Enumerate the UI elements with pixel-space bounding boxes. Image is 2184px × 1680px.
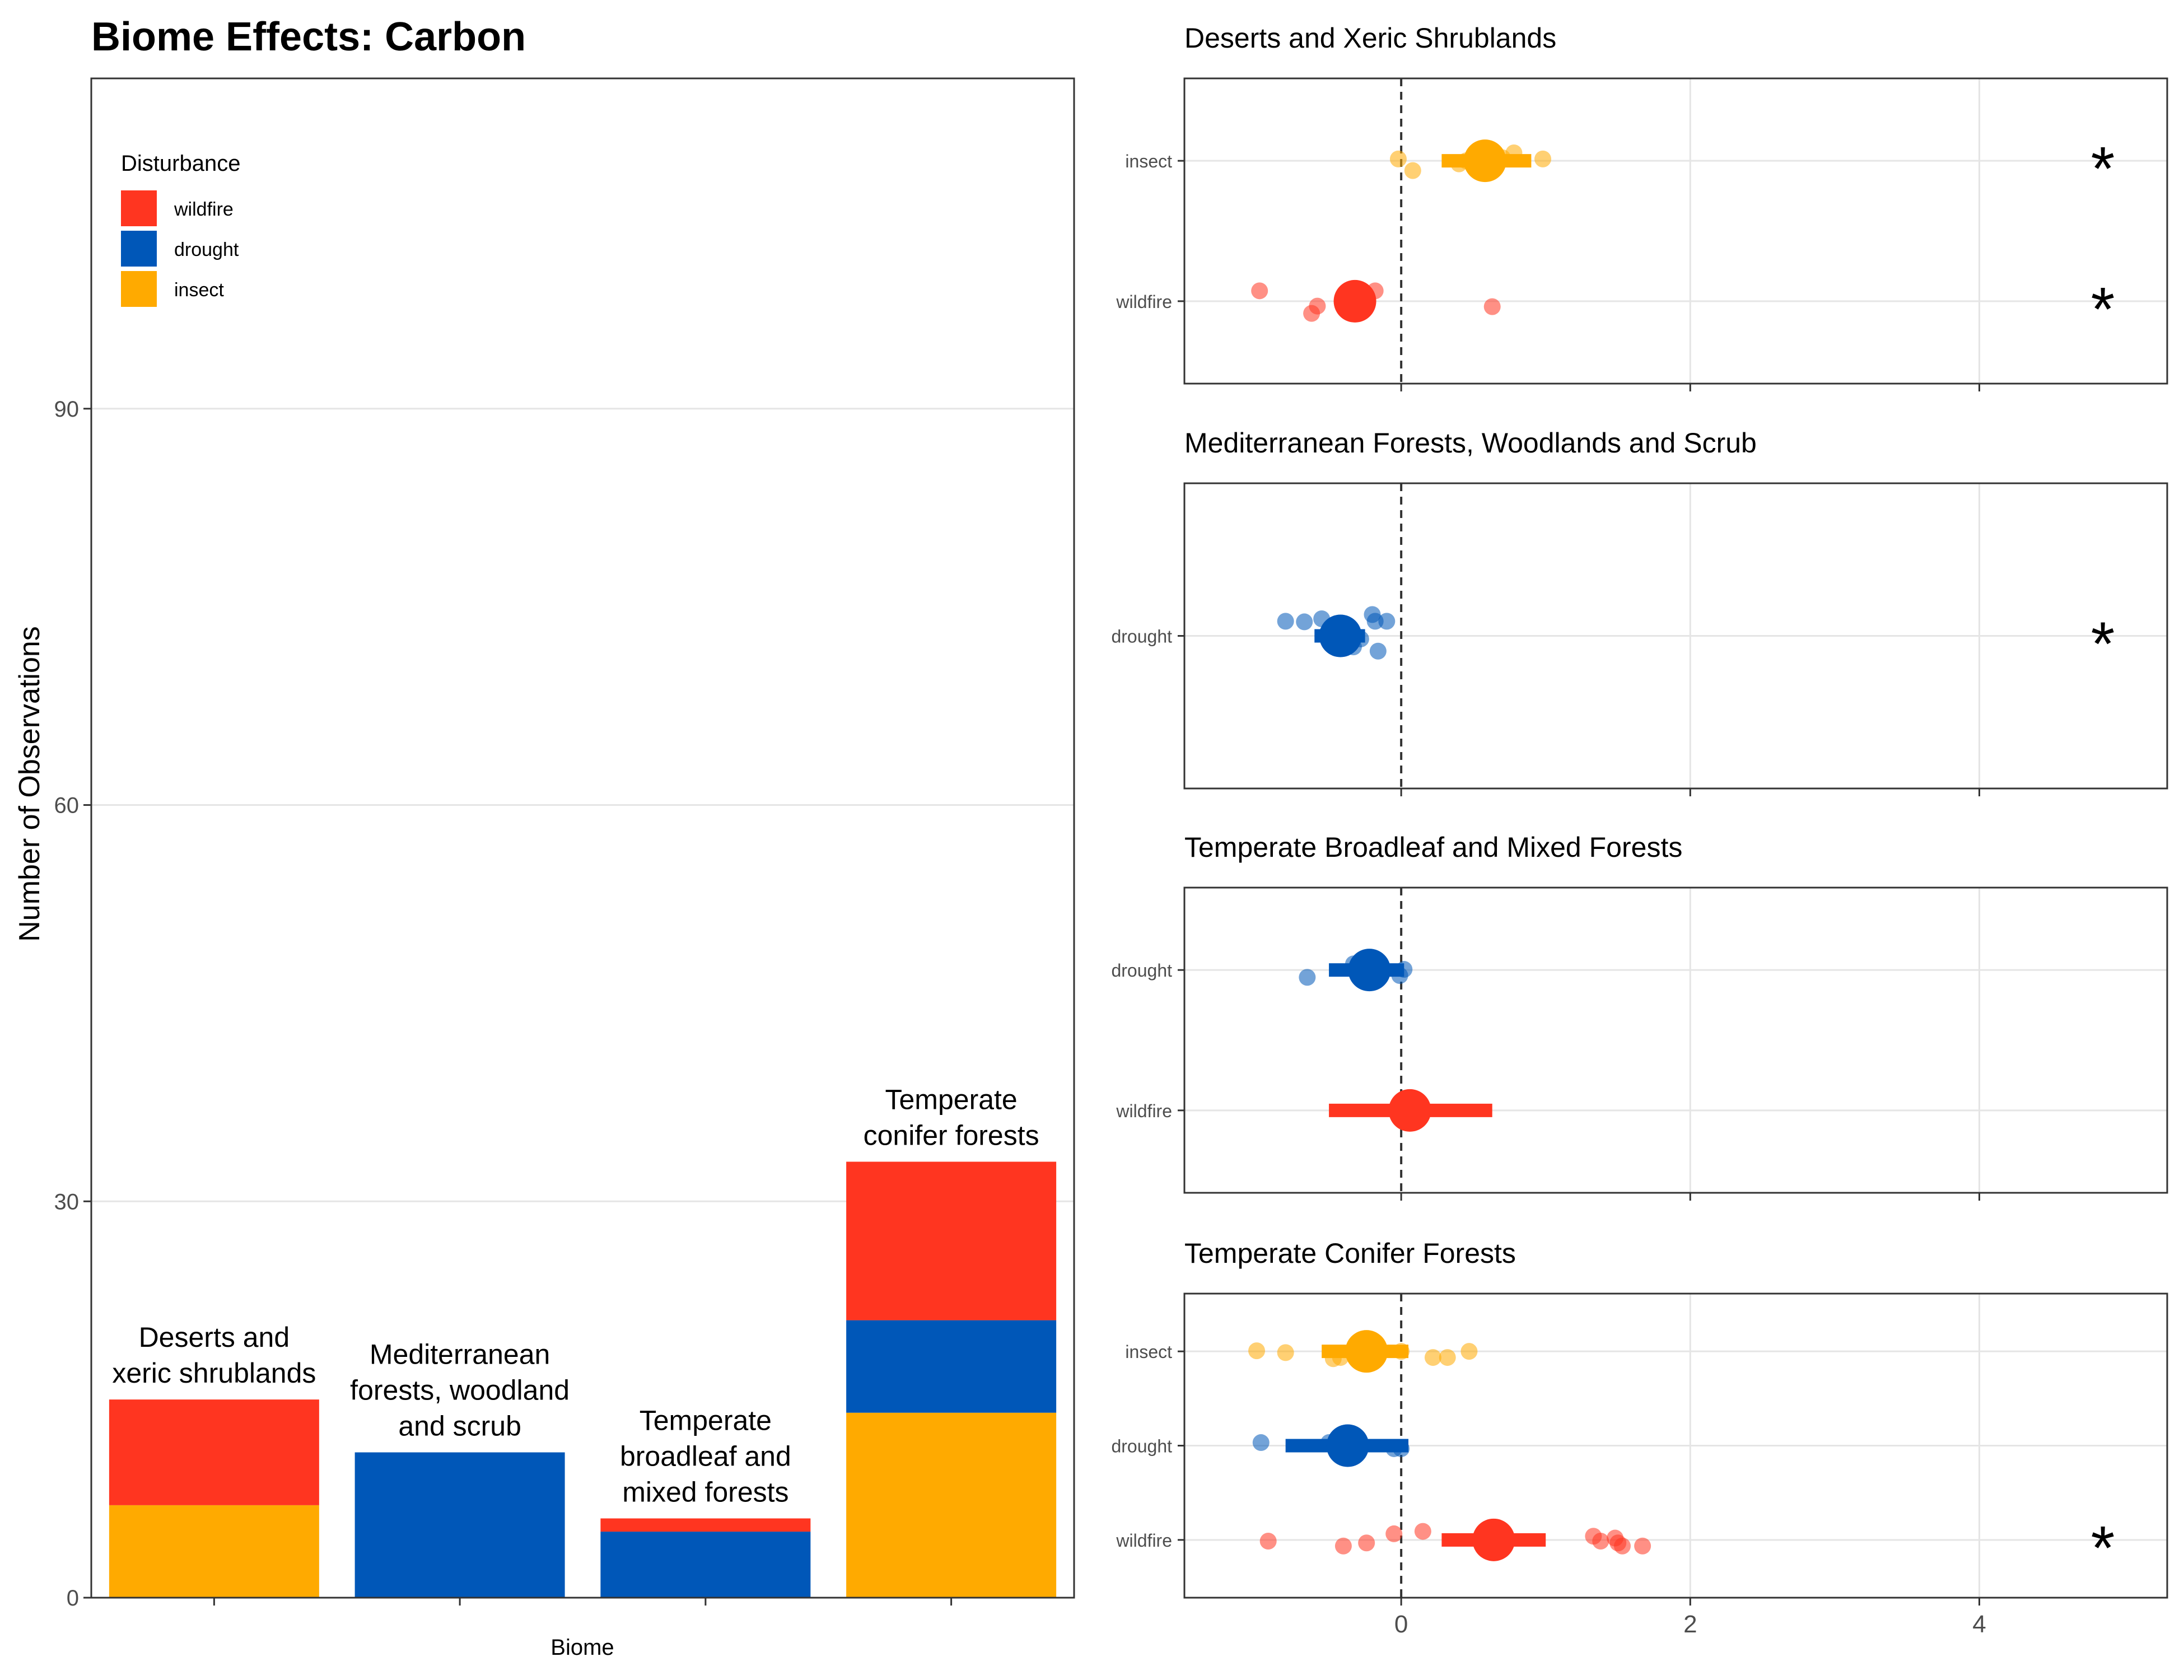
y-axis-label: Number of Observations — [13, 626, 46, 942]
forest-panel: Temperate Broadleaf and Mixed Forests dro… — [1111, 832, 2168, 1201]
data-point — [1334, 1537, 1352, 1555]
significance-marker: * — [2091, 610, 2115, 679]
category-label: Temperate conifer forests — [864, 1084, 1039, 1151]
category-labels: Deserts and xeric shrublands Mediterranean… — [112, 1084, 1039, 1508]
data-point — [1634, 1537, 1651, 1555]
legend-swatch-drought — [121, 231, 157, 267]
y-tick-label: 60 — [54, 794, 80, 818]
bar-wildfire — [600, 1518, 811, 1532]
data-point — [1414, 1523, 1431, 1540]
forest-panel: Deserts and Xeric Shrublands insect * wildf… — [1116, 22, 2168, 391]
data-point — [1296, 613, 1313, 631]
x-tick-label: 4 — [1972, 1611, 1986, 1638]
data-point — [1592, 1533, 1609, 1550]
mean-point — [1345, 1330, 1388, 1373]
chart-title: Biome Effects: Carbon — [91, 15, 526, 59]
grid-lines — [91, 408, 1074, 1202]
data-point — [1439, 1349, 1456, 1366]
row-label: wildfire — [1116, 292, 1172, 312]
forest-panel: Temperate Conifer Forests insect drought wi… — [1111, 1238, 2168, 1638]
data-point — [1366, 613, 1384, 630]
data-point — [1252, 1434, 1270, 1452]
legend-swatch-wildfire — [121, 190, 157, 226]
y-tick-label: 30 — [54, 1189, 80, 1214]
bar-drought — [600, 1532, 811, 1598]
data-point — [1424, 1349, 1441, 1366]
row-label: insect — [1125, 1342, 1172, 1362]
row-label: wildfire — [1116, 1101, 1172, 1121]
y-tick-label: 90 — [54, 397, 80, 422]
x-tick-label: 2 — [1683, 1611, 1697, 1638]
data-point — [1303, 305, 1320, 322]
x-tick-label: 0 — [1394, 1611, 1408, 1638]
mean-point — [1333, 279, 1376, 323]
panel-title: Temperate Conifer Forests — [1184, 1238, 1516, 1269]
data-point — [1404, 162, 1421, 179]
legend-label-insect: insect — [174, 279, 224, 301]
bar-wildfire — [846, 1161, 1057, 1320]
data-point — [1277, 1344, 1294, 1361]
plot-frame — [1183, 77, 2168, 385]
row-label: drought — [1111, 627, 1172, 647]
category-label: Mediterranean forests, woodland and scrub — [350, 1338, 570, 1441]
data-point — [1385, 1525, 1403, 1542]
significance-marker: * — [2091, 134, 2115, 203]
y-tick-label: 0 — [67, 1586, 79, 1611]
data-point — [1389, 150, 1407, 167]
legend-label-drought: drought — [174, 239, 239, 260]
forest-panel: Mediterranean Forests, Woodlands and Scr… — [1111, 427, 2168, 796]
data-point — [1378, 613, 1396, 630]
plot-frame — [1183, 1292, 2168, 1599]
row-label: insect — [1125, 151, 1172, 171]
axes: 0 30 60 90 — [54, 397, 953, 1611]
data-point — [1460, 1343, 1478, 1360]
mean-point — [1348, 949, 1391, 992]
row-label: wildfire — [1116, 1530, 1172, 1551]
bar-insect — [846, 1412, 1057, 1598]
bar-drought — [354, 1452, 565, 1598]
bar-wildfire — [109, 1399, 319, 1505]
plot-frame — [90, 77, 1075, 1599]
bar-marks — [109, 1161, 1057, 1598]
mean-point — [1472, 1518, 1515, 1561]
panel-title: Mediterranean Forests, Woodlands and Scr… — [1184, 427, 1757, 459]
mean-point — [1388, 1089, 1431, 1132]
data-point — [1251, 282, 1268, 300]
plot-frame — [1183, 482, 2168, 790]
plot-frame — [1183, 886, 2168, 1194]
row-label: drought — [1111, 960, 1172, 981]
data-point — [1358, 1534, 1375, 1552]
legend-items: wildfire drought insect — [121, 190, 239, 307]
bar-drought — [846, 1320, 1057, 1413]
data-point — [1299, 969, 1316, 986]
data-point — [1369, 642, 1387, 660]
mean-point — [1319, 614, 1362, 657]
data-point — [1614, 1537, 1631, 1555]
data-point — [1534, 150, 1552, 167]
forest-plots: Deserts and Xeric Shrublands insect * wildf… — [1111, 22, 2168, 1638]
data-point — [1259, 1533, 1277, 1550]
bar-chart: Biome Effects: Carbon 0 30 60 90 Deserts an… — [13, 15, 1075, 1660]
legend-title: Disturbance — [121, 151, 240, 176]
significance-marker: * — [2091, 1514, 2115, 1583]
panel-title: Temperate Broadleaf and Mixed Forests — [1184, 832, 1682, 863]
legend: Disturbance wildfire drought insect — [121, 151, 240, 307]
data-point — [1248, 1342, 1266, 1360]
panel-title: Deserts and Xeric Shrublands — [1184, 22, 1556, 54]
data-point — [1277, 613, 1294, 630]
data-point — [1483, 298, 1501, 315]
mean-point — [1463, 139, 1506, 183]
mean-point — [1326, 1424, 1369, 1467]
category-label: Temperate broadleaf and mixed forests — [620, 1404, 791, 1508]
bar-insect — [109, 1505, 319, 1598]
significance-marker: * — [2091, 275, 2115, 344]
category-label: Deserts and xeric shrublands — [112, 1322, 316, 1389]
x-axis-label: Biome — [550, 1635, 614, 1660]
legend-swatch-insect — [121, 271, 157, 307]
row-label: drought — [1111, 1436, 1172, 1457]
legend-label-wildfire: wildfire — [174, 199, 234, 220]
